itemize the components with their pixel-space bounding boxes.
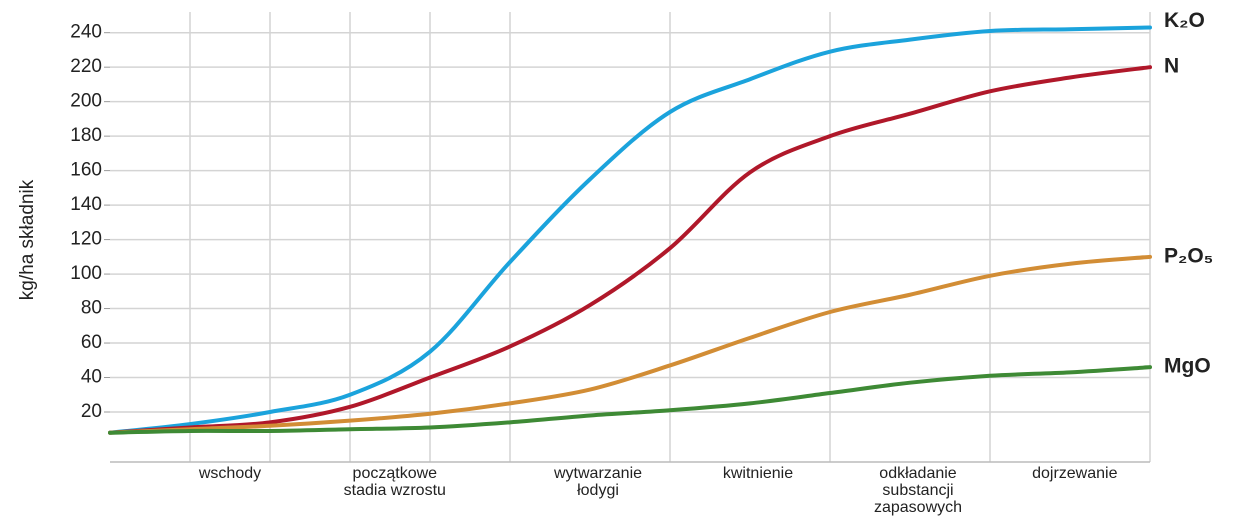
x-tick-label-line: wschody: [198, 465, 261, 482]
x-tick-label: dojrzewanie: [1032, 465, 1117, 482]
series-label: K₂O: [1164, 9, 1205, 32]
x-tick-label-line: substancji: [882, 482, 953, 499]
x-tick-label: wytwarzanie łodygi: [553, 465, 642, 499]
y-tick-label: 80: [81, 298, 102, 319]
y-tick-label: 100: [70, 263, 102, 284]
series-label: P₂O₅: [1164, 244, 1213, 267]
y-tick-label: 200: [70, 91, 102, 112]
x-tick-label-line: wytwarzanie: [553, 465, 642, 482]
series-line: [108, 365, 1152, 435]
x-tick-label: odkładanie substancji zapasowych: [874, 465, 962, 516]
series-line: [108, 65, 1152, 435]
y-tick-label: 140: [70, 194, 102, 215]
y-tick-label: 20: [81, 401, 102, 422]
y-tick-label: 240: [70, 22, 102, 43]
x-tick-label-line: dojrzewanie: [1032, 465, 1117, 482]
series-label: MgO: [1164, 355, 1211, 378]
x-tick-label-line: zapasowych: [874, 499, 962, 516]
x-tick-label-line: odkładanie: [879, 465, 957, 482]
x-tick-label-line: łodygi: [577, 482, 619, 499]
x-tick-label-line: stadia wzrostu: [344, 482, 446, 499]
x-tick-label: wschody: [198, 465, 261, 482]
x-tick-label: początkowe stadia wzrostu: [344, 465, 446, 499]
y-tick-label: 60: [81, 332, 102, 353]
y-tick-label: 120: [70, 229, 102, 250]
x-tick-label: kwitnienie: [723, 465, 793, 482]
y-tick-label: 40: [81, 367, 102, 388]
y-tick-label: 180: [70, 125, 102, 146]
y-axis-label: kg/ha składnik: [17, 179, 38, 300]
y-tick-label: 160: [70, 160, 102, 181]
x-tick-label-line: początkowe: [353, 465, 438, 482]
x-tick-label-line: kwitnienie: [723, 465, 793, 482]
series-line: [108, 254, 1152, 435]
series-label: N: [1164, 55, 1179, 78]
y-tick-label: 220: [70, 56, 102, 77]
series-line: [108, 25, 1152, 435]
